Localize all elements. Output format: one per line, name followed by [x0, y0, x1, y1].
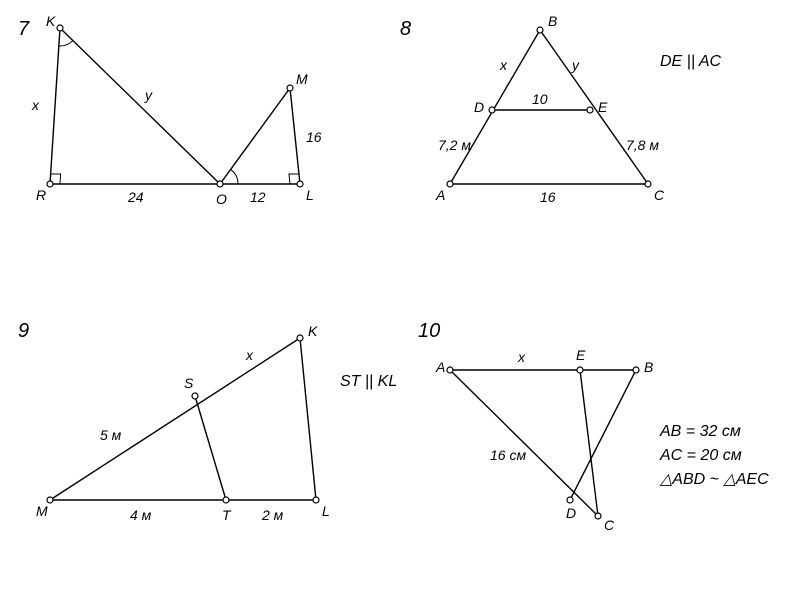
- svg-text:16: 16: [540, 189, 556, 205]
- svg-text:D: D: [566, 505, 576, 521]
- svg-text:7,2 м: 7,2 м: [438, 137, 471, 153]
- svg-text:x: x: [31, 97, 40, 113]
- svg-text:K: K: [46, 13, 56, 29]
- svg-text:K: K: [308, 323, 318, 339]
- svg-text:y: y: [144, 87, 153, 103]
- svg-text:A: A: [435, 359, 445, 375]
- problem-10-number: 10: [418, 320, 440, 343]
- svg-text:7,8 м: 7,8 м: [626, 137, 659, 153]
- svg-text:B: B: [644, 359, 653, 375]
- svg-text:16: 16: [306, 129, 322, 145]
- svg-text:C: C: [654, 187, 665, 203]
- svg-text:T: T: [222, 507, 232, 523]
- svg-text:L: L: [306, 187, 314, 203]
- svg-text:A: A: [435, 187, 445, 203]
- problem-8-number: 8: [400, 18, 411, 41]
- svg-text:L: L: [322, 503, 330, 519]
- problem-9-condition: ST || KL: [340, 370, 397, 394]
- problem-10-condition: AB = 32 см AC = 20 см △ABD ~ △AEC: [660, 420, 769, 492]
- svg-text:E: E: [598, 99, 608, 115]
- svg-text:24: 24: [127, 189, 144, 205]
- svg-text:4 м: 4 м: [130, 507, 152, 523]
- svg-text:x: x: [499, 57, 508, 73]
- svg-text:16 см: 16 см: [490, 447, 526, 463]
- problem-8-condition: DE || AC: [660, 50, 721, 74]
- svg-text:10: 10: [532, 91, 548, 107]
- geometry-canvas: K R O L Mx y 24 12 16 B D E A Cx y 10 7,2 м 7,8 м 16 M T L S K 5…: [0, 0, 800, 600]
- svg-text:x: x: [245, 347, 254, 363]
- svg-text:M: M: [296, 71, 308, 87]
- svg-text:x: x: [517, 349, 526, 365]
- svg-text:12: 12: [250, 189, 266, 205]
- svg-text:B: B: [548, 13, 557, 29]
- svg-text:M: M: [36, 503, 48, 519]
- cond-line: △ABD ~ △AEC: [660, 468, 769, 492]
- svg-text:C: C: [604, 517, 615, 533]
- svg-text:y: y: [571, 57, 580, 73]
- svg-text:E: E: [576, 347, 586, 363]
- svg-text:O: O: [216, 191, 227, 207]
- svg-text:2 м: 2 м: [261, 507, 284, 523]
- problem-7-number: 7: [18, 18, 29, 41]
- svg-text:D: D: [474, 99, 484, 115]
- svg-text:R: R: [36, 187, 46, 203]
- svg-text:5 м: 5 м: [100, 427, 122, 443]
- svg-text:S: S: [184, 375, 194, 391]
- problem-9-number: 9: [18, 320, 29, 343]
- cond-line: AC = 20 см: [660, 444, 769, 468]
- cond-line: AB = 32 см: [660, 420, 769, 444]
